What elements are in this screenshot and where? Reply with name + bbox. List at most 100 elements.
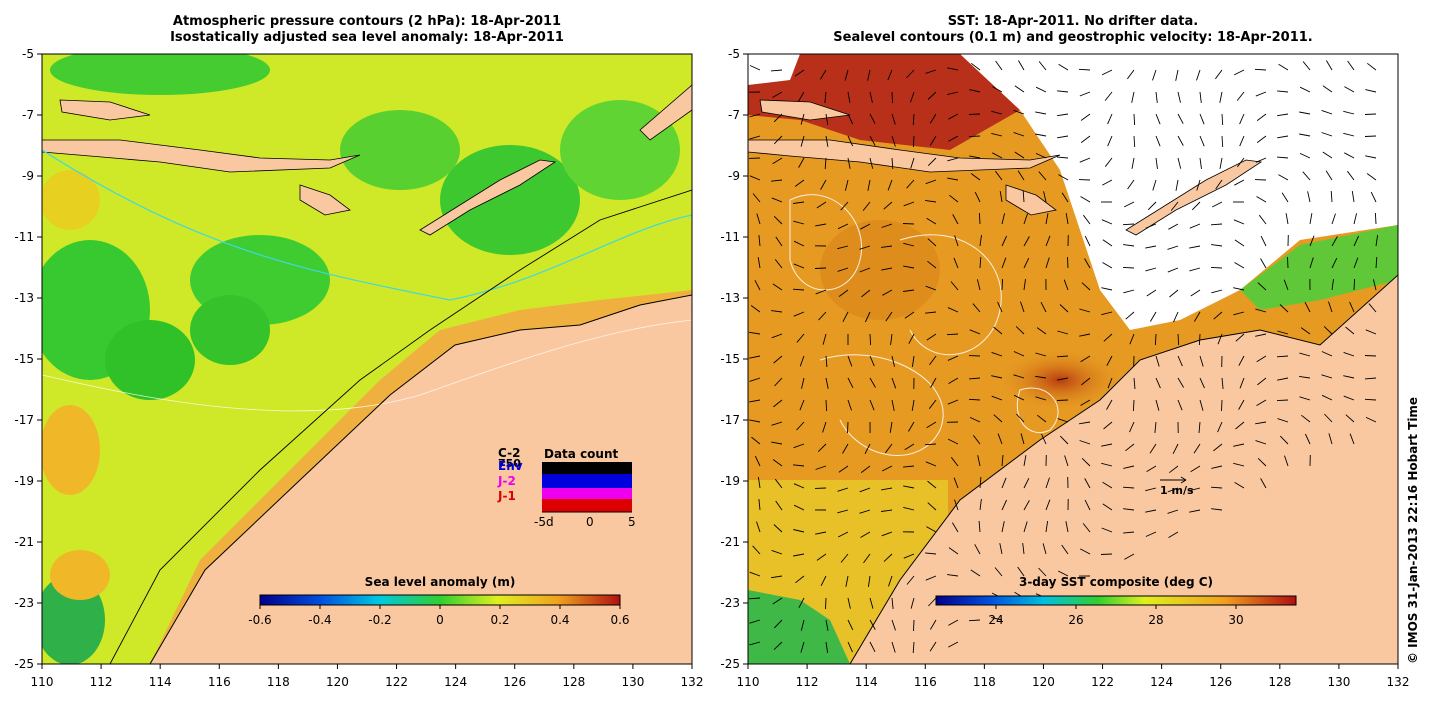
velocity-arrow <box>1375 235 1379 247</box>
velocity-arrow <box>847 641 853 653</box>
velocity-arrow <box>1045 499 1051 511</box>
left-x-tick-label: 118 <box>267 675 290 689</box>
velocity-arrow <box>1123 201 1135 208</box>
velocity-arrow <box>925 179 937 185</box>
right-panel-title: SST: 18-Apr-2011. No drifter data. Seale… <box>748 14 1398 46</box>
velocity-arrow <box>947 574 959 577</box>
velocity-arrow <box>1063 279 1069 291</box>
right-colorbar-tick-label: 28 <box>1148 613 1163 627</box>
velocity-arrow <box>1321 394 1333 401</box>
velocity-arrow <box>885 443 893 454</box>
velocity-arrow <box>1167 267 1179 273</box>
left-colorbar-label: Sea level anomaly (m) <box>365 575 516 589</box>
velocity-arrow <box>908 421 915 432</box>
velocity-arrow <box>847 399 852 411</box>
velocity-arrow <box>1124 553 1135 560</box>
velocity-arrow <box>1001 257 1007 269</box>
velocity-arrow <box>1353 213 1358 225</box>
velocity-arrow <box>1173 311 1179 323</box>
velocity-arrow <box>1260 478 1267 489</box>
velocity-arrow <box>1255 308 1267 313</box>
right-x-tick-label: 130 <box>1327 675 1350 689</box>
velocity-arrow <box>1331 213 1336 225</box>
velocity-arrow <box>1040 301 1047 313</box>
velocity-arrow <box>1056 156 1069 159</box>
velocity-arrow <box>888 575 893 587</box>
velocity-scale-label: 1 m/s <box>1160 484 1194 497</box>
right-colorbar-ticks: 24 26 28 30 <box>988 605 1244 627</box>
velocity-arrow <box>820 69 827 80</box>
right-y-axis: -5 -7 -9 -11 -13 -15 -17 -19 -21 -23 -25 <box>720 47 748 671</box>
velocity-arrow <box>775 500 783 511</box>
velocity-arrow <box>1132 399 1135 412</box>
velocity-arrow <box>1211 244 1223 247</box>
velocity-arrow <box>756 521 761 533</box>
velocity-arrow <box>1177 157 1182 169</box>
velocity-arrow <box>1145 267 1157 272</box>
right-x-tick-label: 126 <box>1209 675 1232 689</box>
velocity-arrow <box>754 455 761 467</box>
velocity-arrow <box>860 531 871 538</box>
velocity-arrow <box>1277 377 1289 381</box>
velocity-arrow <box>968 113 981 115</box>
velocity-arrow <box>1081 282 1091 291</box>
velocity-arrow <box>1084 258 1091 269</box>
velocity-arrow <box>1234 482 1245 489</box>
right-y-tick-label: -23 <box>720 596 740 610</box>
velocity-arrow <box>1215 69 1223 80</box>
velocity-arrow <box>1016 413 1025 423</box>
left-title-line1: Atmospheric pressure contours (2 hPa): 1… <box>172 14 562 29</box>
data-count-tick-start: -5d <box>534 515 554 529</box>
velocity-arrow <box>1199 135 1205 147</box>
velocity-arrow <box>1013 394 1025 401</box>
velocity-arrow <box>1103 421 1113 430</box>
velocity-arrow <box>1145 245 1157 249</box>
velocity-arrow <box>969 155 981 159</box>
velocity-arrow <box>771 441 783 445</box>
left-y-tick-label: -9 <box>22 169 34 183</box>
velocity-arrow <box>1254 68 1267 71</box>
velocity-arrow <box>1035 133 1047 137</box>
velocity-arrow <box>1221 135 1224 148</box>
velocity-arrow <box>1277 330 1289 335</box>
velocity-arrow <box>1347 60 1355 71</box>
velocity-arrow <box>773 215 783 225</box>
velocity-arrow <box>924 443 937 446</box>
velocity-arrow <box>862 201 871 211</box>
velocity-arrow <box>1365 329 1377 335</box>
velocity-arrow <box>837 267 849 272</box>
velocity-arrow <box>1080 355 1091 363</box>
velocity-arrow <box>1020 301 1025 313</box>
velocity-arrow <box>1023 279 1026 291</box>
velocity-arrow <box>948 619 959 626</box>
right-sealevel-contour <box>789 194 862 291</box>
sla-high-blob <box>50 550 110 600</box>
velocity-arrow <box>1023 257 1030 269</box>
velocity-arrow <box>1177 399 1183 411</box>
velocity-arrow <box>991 375 1003 379</box>
velocity-arrow <box>1103 333 1113 342</box>
velocity-arrow <box>1129 421 1135 433</box>
velocity-arrow <box>1301 414 1311 423</box>
velocity-arrow <box>1233 287 1245 291</box>
velocity-arrow <box>997 301 1003 313</box>
velocity-arrow <box>1045 257 1050 269</box>
velocity-arrow <box>869 399 875 411</box>
velocity-arrow <box>1256 135 1267 143</box>
velocity-arrow <box>867 179 871 191</box>
velocity-arrow <box>825 113 829 125</box>
velocity-arrow <box>1023 477 1030 489</box>
velocity-arrow <box>1013 132 1025 137</box>
velocity-arrow <box>772 91 783 98</box>
velocity-arrow <box>825 399 828 412</box>
velocity-arrow <box>1101 287 1113 291</box>
velocity-arrow <box>908 333 915 344</box>
velocity-arrow <box>847 619 854 631</box>
velocity-arrow <box>1328 301 1333 313</box>
velocity-arrow <box>1234 179 1245 186</box>
velocity-arrow <box>1023 213 1028 225</box>
right-colorbar <box>935 595 1297 606</box>
velocity-arrow <box>825 135 829 147</box>
velocity-arrow <box>1080 399 1091 406</box>
velocity-arrow <box>1278 174 1289 181</box>
